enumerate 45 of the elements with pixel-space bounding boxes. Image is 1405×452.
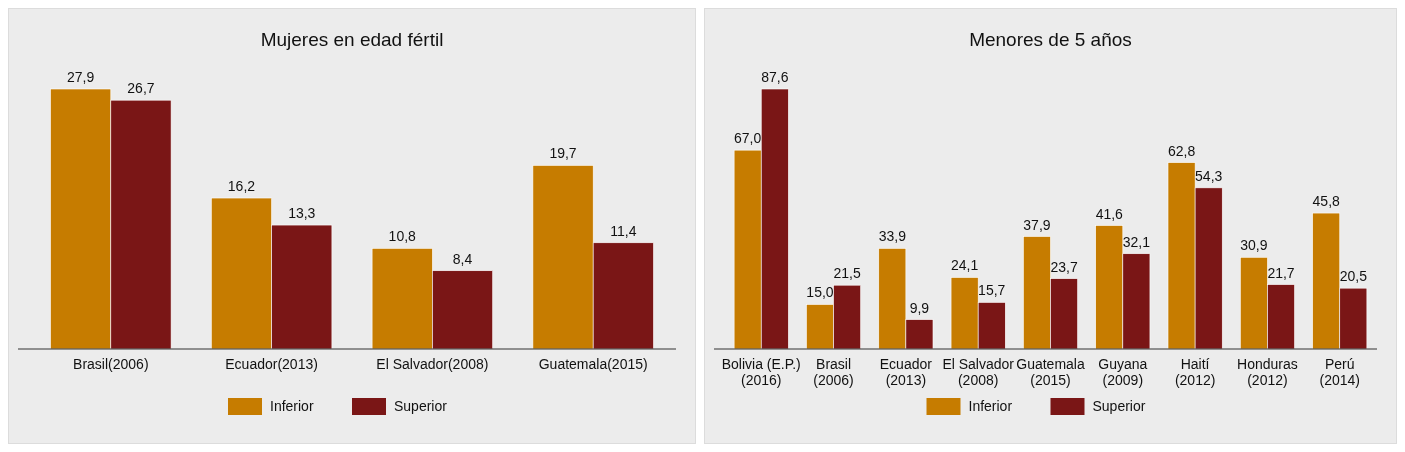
x-tick-label: Brasil(2006) xyxy=(73,356,149,372)
x-tick-label: Haití (2012) xyxy=(1174,356,1216,388)
data-label: 87,6 xyxy=(761,69,789,85)
x-tick-label: Perú (2014) xyxy=(1319,356,1360,388)
data-label: 62,8 xyxy=(1167,142,1196,159)
data-label: 11,4 xyxy=(610,222,637,239)
x-tick-label: Guatemala(2015) xyxy=(538,356,648,372)
chart-title: Menores de 5 años xyxy=(969,29,1132,50)
x-tick-label: El Salvador(2008) xyxy=(376,356,489,372)
data-label: 41,6 xyxy=(1095,205,1124,222)
data-label: 13,3 xyxy=(288,205,316,222)
x-tick-label: Brasil (2006) xyxy=(813,356,854,388)
x-tick-label: Ecuador (2013) xyxy=(879,356,933,388)
data-label: 15,7 xyxy=(978,282,1006,299)
data-label: 19,7 xyxy=(549,145,577,162)
x-tick-label: Guyana (2009) xyxy=(1098,356,1148,388)
data-label: 23,7 xyxy=(1050,258,1078,275)
data-label: 54,3 xyxy=(1195,167,1223,184)
data-label: 24,1 xyxy=(951,257,979,274)
data-label: 27,9 xyxy=(67,69,95,85)
data-label: 10,8 xyxy=(388,228,417,245)
legend-label: Superior xyxy=(394,397,448,414)
data-label: 26,7 xyxy=(127,80,155,97)
data-label: 16,2 xyxy=(227,178,256,195)
legend-label: Inferior xyxy=(968,397,1013,414)
data-label: 9,9 xyxy=(909,299,930,316)
data-label: 8,4 xyxy=(452,250,473,267)
data-label: 67,0 xyxy=(734,130,762,147)
chart-title: Mujeres en edad fértil xyxy=(260,29,444,50)
data-label: 45,8 xyxy=(1312,193,1341,210)
legend-label: Superior xyxy=(1092,397,1146,414)
x-tick-label: Ecuador(2013) xyxy=(225,356,318,372)
x-tick-label: Guatemala (2015) xyxy=(1016,356,1085,388)
data-label: 30,9 xyxy=(1240,237,1268,254)
data-label: 21,5 xyxy=(833,265,861,282)
data-label: 15,0 xyxy=(806,284,834,301)
x-tick-label: Honduras (2012) xyxy=(1237,356,1298,388)
data-label: 32,1 xyxy=(1122,233,1151,250)
data-label: 20,5 xyxy=(1339,268,1368,285)
data-label: 21,7 xyxy=(1267,264,1295,281)
legend-label: Inferior xyxy=(270,397,314,414)
x-tick-label: Bolivia (E.P.) (2016) xyxy=(721,356,801,388)
data-label: 37,9 xyxy=(1023,216,1051,233)
x-tick-label: El Salvador (2008) xyxy=(942,356,1015,388)
data-label: 33,9 xyxy=(878,228,907,245)
